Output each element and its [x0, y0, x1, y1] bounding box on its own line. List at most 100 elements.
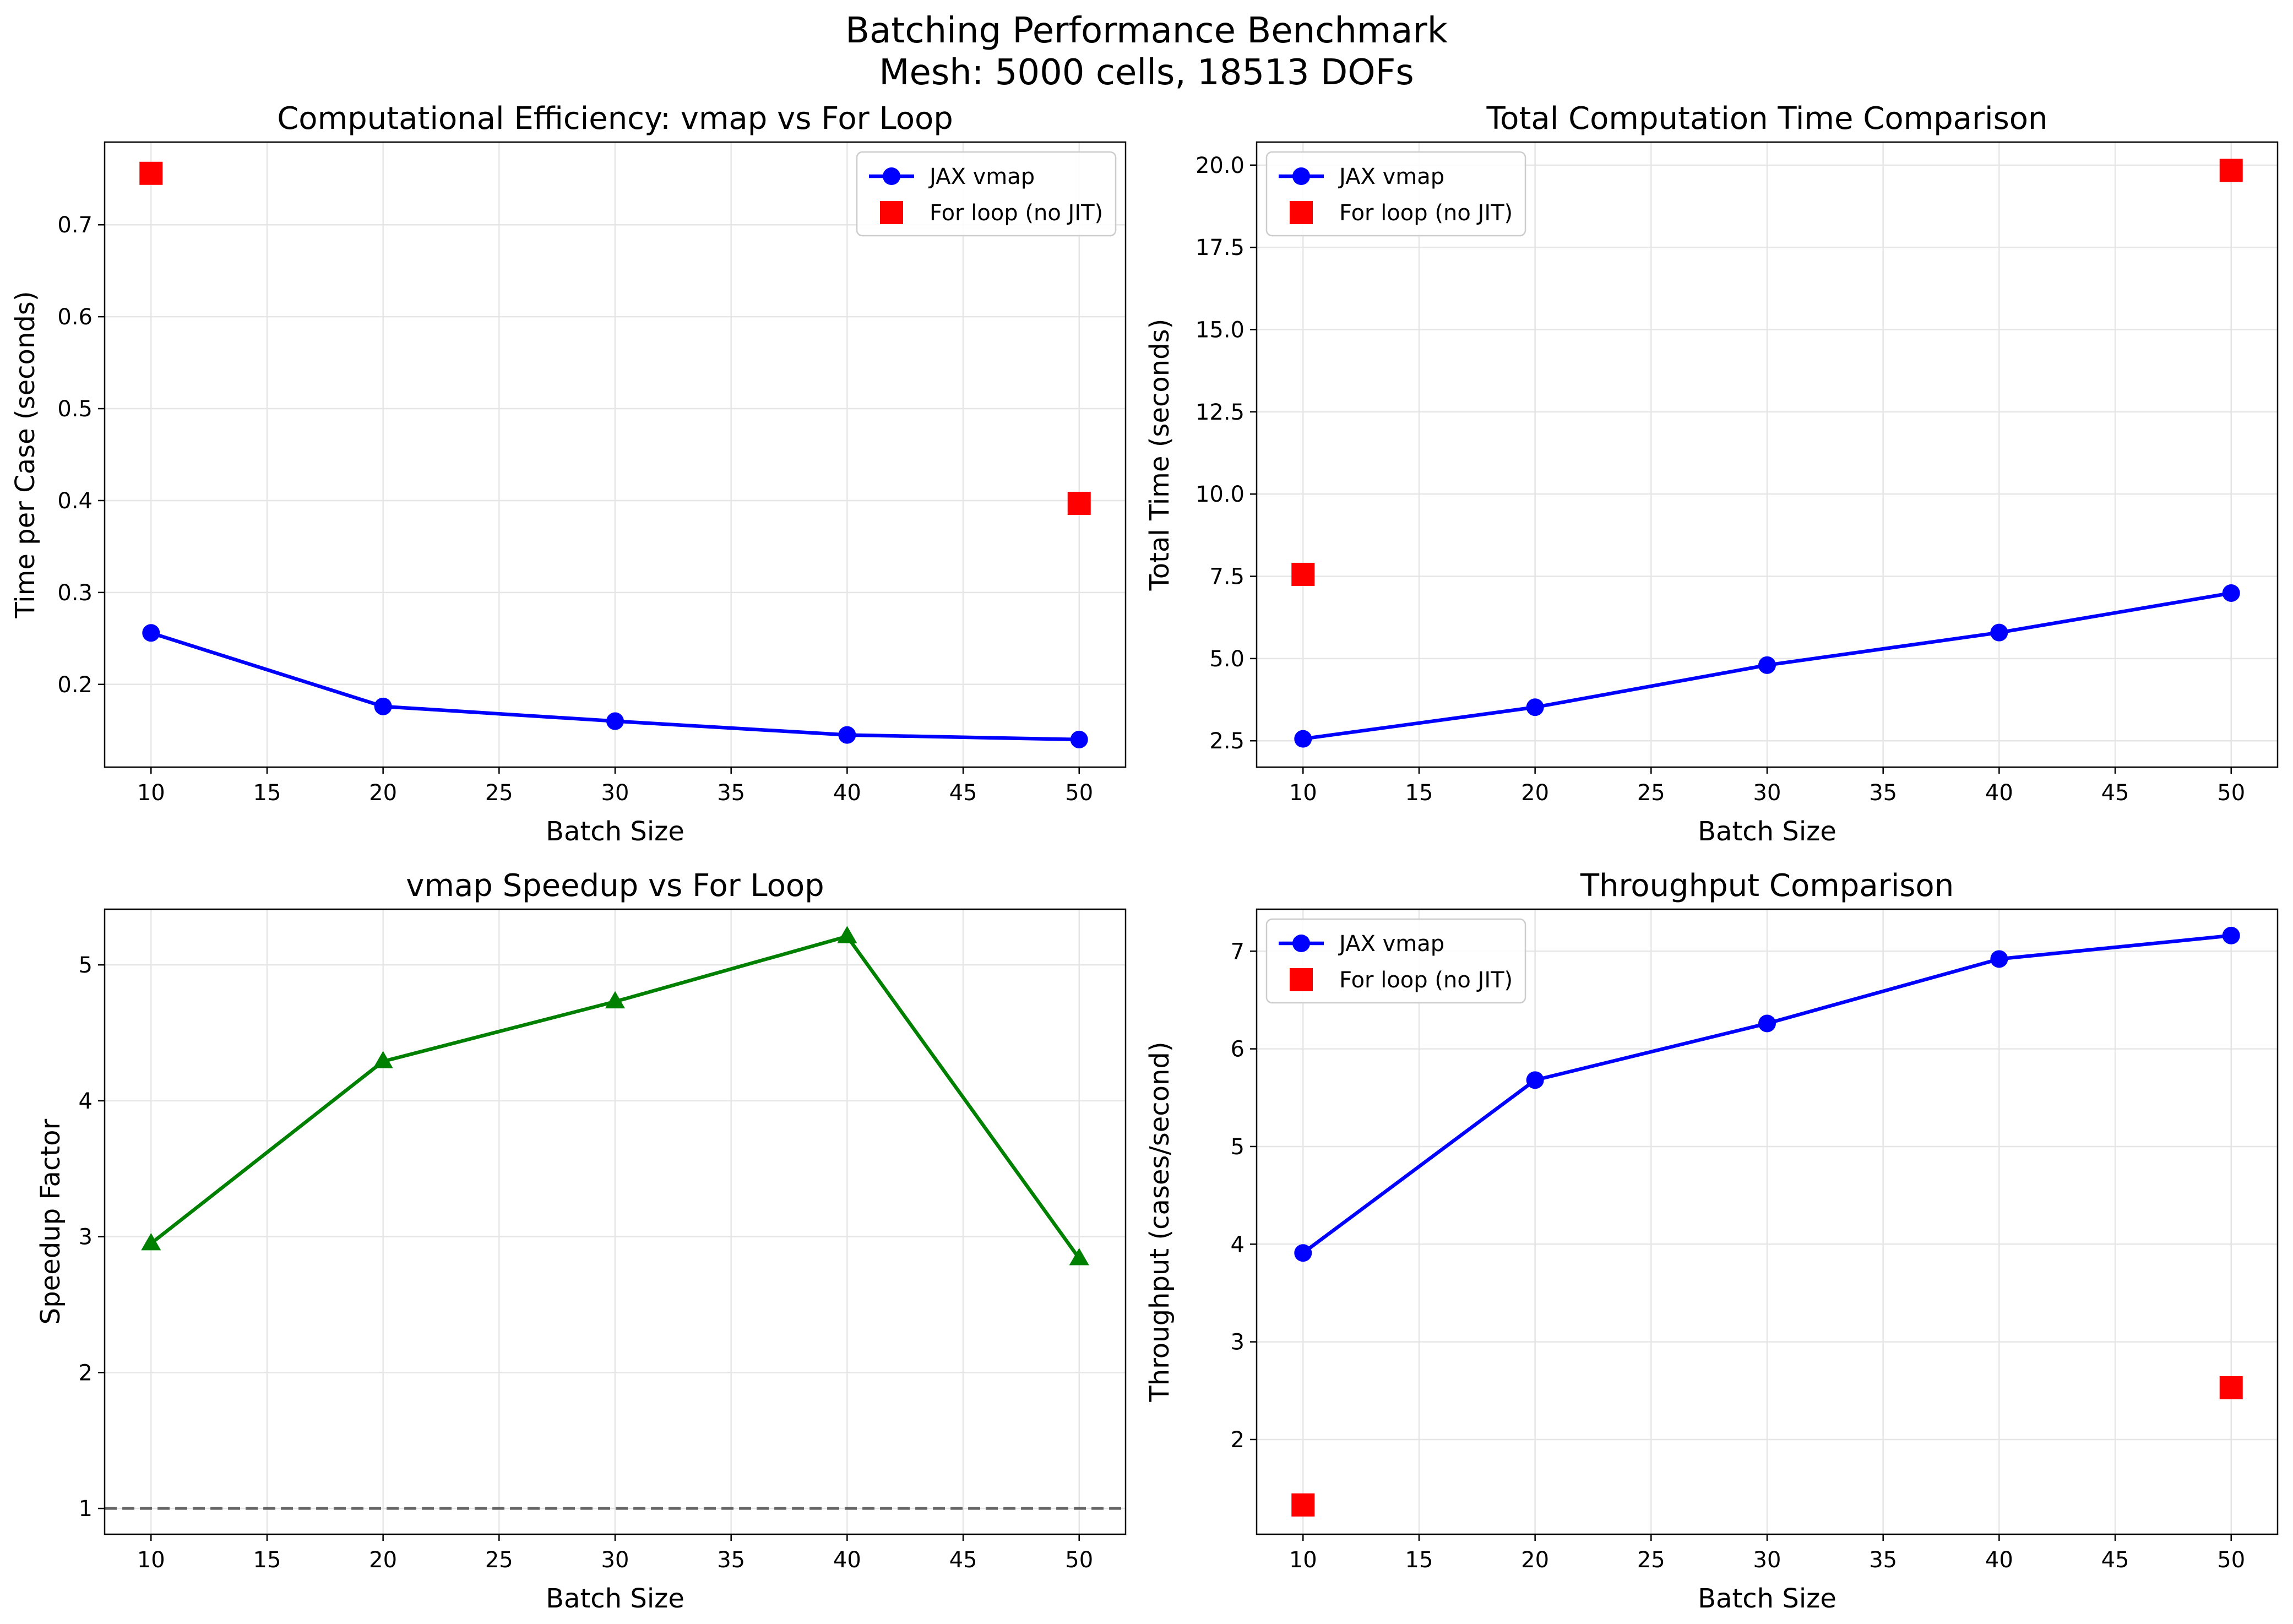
legend-label: For loop (no JIT) — [1339, 200, 1513, 226]
x-tick-label: 15 — [1405, 1547, 1433, 1573]
data-point — [142, 624, 160, 642]
x-tick-label: 10 — [1289, 780, 1317, 806]
series-jax-vmap — [1294, 926, 2240, 1262]
x-tick-label: 25 — [1637, 780, 1665, 806]
data-point — [1070, 730, 1088, 748]
y-tick-label: 5.0 — [1209, 647, 1245, 672]
x-axis-label: Batch Size — [1698, 1583, 1836, 1614]
x-tick-label: 25 — [1637, 1547, 1665, 1573]
x-tick-label: 45 — [2101, 1547, 2129, 1573]
series-for-loop-no-jit- — [1291, 159, 2243, 586]
x-tick-label: 45 — [2101, 780, 2129, 806]
data-point — [837, 926, 857, 943]
data-point — [2219, 1376, 2243, 1399]
panel-efficiency: 10 15 20 25 30 35 40 45 50 0.2 0.3 0.4 0.5 0.6 0.7 Batc… — [10, 101, 1127, 847]
legend-label: JAX vmap — [1338, 931, 1444, 957]
x-tick-label: 25 — [485, 1547, 513, 1573]
x-tick-label: 40 — [833, 1547, 861, 1573]
figure-title: Batching Performance Benchmark Mesh: 500… — [0, 10, 2293, 94]
x-tick-label: 20 — [1521, 1547, 1549, 1573]
y-tick-label: 5 — [1231, 1134, 1245, 1160]
series-speedup — [141, 926, 1089, 1265]
y-tick-label: 2.5 — [1209, 729, 1245, 754]
x-tick-label: 10 — [137, 780, 165, 806]
legend: JAX vmap For loop (no JIT) — [1265, 918, 1526, 1004]
data-point — [838, 726, 856, 744]
y-tick-label: 15.0 — [1196, 318, 1245, 343]
x-tick-label: 45 — [949, 1547, 977, 1573]
data-point — [1067, 491, 1091, 515]
data-point — [1294, 1244, 1312, 1262]
x-tick-label: 15 — [253, 1547, 281, 1573]
series-for-loop-no-jit- — [139, 161, 1091, 515]
x-tick-label: 30 — [1753, 1547, 1781, 1573]
x-tick-label: 30 — [1753, 780, 1781, 806]
legend-marker — [1290, 201, 1313, 224]
x-tick-label: 40 — [833, 780, 861, 806]
x-tick-label: 50 — [1065, 1547, 1093, 1573]
y-tick-label: 4 — [1231, 1232, 1245, 1257]
panel-title: vmap Speedup vs For Loop — [406, 868, 824, 904]
y-tick-label: 0.6 — [57, 305, 93, 330]
x-tick-label: 20 — [369, 1547, 397, 1573]
data-point — [141, 1232, 161, 1251]
y-tick-label: 4 — [79, 1089, 93, 1114]
y-tick-label: 20.0 — [1196, 153, 1245, 178]
data-point — [2222, 926, 2240, 944]
data-point — [1990, 623, 2008, 642]
panel-title: Throughput Comparison — [1580, 868, 1954, 904]
legend-box — [1265, 918, 1526, 1004]
x-tick-label: 30 — [601, 1547, 629, 1573]
legend: JAX vmap For loop (no JIT) — [1265, 151, 1526, 237]
x-tick-label: 15 — [253, 780, 281, 806]
legend: JAX vmap For loop (no JIT) — [856, 151, 1117, 237]
y-tick-label: 7 — [1231, 939, 1245, 964]
y-axis-label: Speedup Factor — [35, 1118, 66, 1324]
x-tick-label: 35 — [1869, 780, 1897, 806]
data-point — [1758, 1014, 1776, 1033]
figure-title-line-1: Batching Performance Benchmark — [845, 10, 1448, 51]
legend-label: For loop (no JIT) — [930, 200, 1103, 226]
panel-total: 10 15 20 25 30 35 40 45 50 2.5 5.0 7.5 10.0 12.5 15.0 1… — [1144, 101, 2279, 847]
y-tick-label: 10.0 — [1196, 482, 1245, 507]
x-axis-label: Batch Size — [546, 1583, 684, 1614]
y-tick-label: 6 — [1231, 1037, 1245, 1062]
x-tick-label: 20 — [1521, 780, 1549, 806]
y-tick-label: 3 — [1231, 1330, 1245, 1355]
data-point — [374, 697, 392, 715]
x-tick-label: 50 — [2217, 1547, 2245, 1573]
x-tick-label: 10 — [1289, 1547, 1317, 1573]
x-tick-label: 35 — [1869, 1547, 1897, 1573]
data-point — [1990, 950, 2008, 968]
y-tick-label: 0.5 — [57, 397, 93, 422]
x-tick-label: 40 — [1985, 1547, 2013, 1573]
legend-marker — [883, 167, 900, 185]
y-tick-label: 5 — [79, 953, 93, 978]
data-point — [606, 712, 624, 730]
series-jax-vmap — [1294, 584, 2240, 748]
x-tick-label: 10 — [137, 1547, 165, 1573]
x-tick-label: 50 — [2217, 780, 2245, 806]
x-axis-label: Batch Size — [546, 816, 684, 847]
data-point — [1294, 730, 1312, 748]
data-point — [139, 161, 163, 185]
figure-subtitle: Mesh: 5000 cells, 18513 DOFs — [879, 52, 1414, 93]
y-tick-label: 12.5 — [1196, 400, 1245, 425]
y-tick-label: 3 — [79, 1225, 93, 1250]
series-jax-vmap — [142, 624, 1088, 748]
x-tick-label: 30 — [601, 780, 629, 806]
legend-label: JAX vmap — [1338, 164, 1444, 189]
y-axis-label: Total Time (seconds) — [1144, 319, 1175, 591]
y-tick-label: 1 — [79, 1496, 93, 1522]
data-point — [2222, 584, 2240, 602]
legend-marker — [1292, 935, 1310, 952]
x-tick-label: 35 — [717, 780, 745, 806]
x-tick-label: 50 — [1065, 780, 1093, 806]
y-tick-label: 2 — [1231, 1427, 1245, 1453]
y-tick-label: 0.4 — [57, 488, 93, 514]
x-tick-label: 25 — [485, 780, 513, 806]
data-point — [1069, 1248, 1089, 1265]
data-point — [605, 991, 626, 1009]
